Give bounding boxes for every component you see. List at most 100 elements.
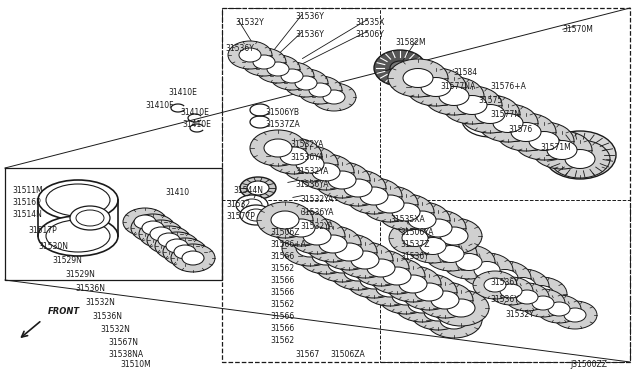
Ellipse shape <box>76 210 104 226</box>
Text: 31576+A: 31576+A <box>490 82 526 91</box>
Text: 31566: 31566 <box>270 276 294 285</box>
Text: 31577NA: 31577NA <box>440 82 476 91</box>
Text: 31582M: 31582M <box>395 38 426 47</box>
Ellipse shape <box>344 263 372 281</box>
Ellipse shape <box>376 195 404 213</box>
Ellipse shape <box>362 270 418 306</box>
Ellipse shape <box>282 146 338 182</box>
Ellipse shape <box>475 105 505 124</box>
Ellipse shape <box>392 287 420 305</box>
Text: 31577N: 31577N <box>490 110 520 119</box>
Ellipse shape <box>283 224 313 244</box>
Text: 31410: 31410 <box>165 188 189 197</box>
Text: 31536YA: 31536YA <box>300 208 333 217</box>
Text: 31537ZA: 31537ZA <box>265 120 300 129</box>
Ellipse shape <box>431 291 459 309</box>
Ellipse shape <box>142 221 164 235</box>
Ellipse shape <box>314 162 370 198</box>
Text: 31535XA: 31535XA <box>390 215 425 224</box>
Text: 31566: 31566 <box>270 288 294 297</box>
Text: 31562: 31562 <box>270 336 294 345</box>
Ellipse shape <box>351 251 379 269</box>
Ellipse shape <box>528 285 554 302</box>
Ellipse shape <box>305 226 361 262</box>
Ellipse shape <box>505 283 549 311</box>
Ellipse shape <box>461 253 513 287</box>
Ellipse shape <box>242 199 262 211</box>
Text: 31506Z: 31506Z <box>270 228 300 237</box>
Ellipse shape <box>442 86 502 124</box>
Ellipse shape <box>447 299 475 317</box>
Ellipse shape <box>478 104 538 142</box>
Ellipse shape <box>462 103 518 137</box>
Ellipse shape <box>421 77 451 96</box>
Ellipse shape <box>385 266 441 302</box>
Text: 31538NA: 31538NA <box>108 350 143 359</box>
Ellipse shape <box>532 296 554 310</box>
Ellipse shape <box>390 61 410 75</box>
Ellipse shape <box>298 238 354 274</box>
Ellipse shape <box>496 113 556 151</box>
Ellipse shape <box>239 48 261 62</box>
Text: 31571M: 31571M <box>540 143 571 152</box>
Text: 31536Y: 31536Y <box>400 252 429 261</box>
Ellipse shape <box>38 216 118 256</box>
Ellipse shape <box>344 179 372 197</box>
Ellipse shape <box>565 150 595 169</box>
Ellipse shape <box>378 194 434 230</box>
Ellipse shape <box>246 209 266 221</box>
Ellipse shape <box>46 220 110 252</box>
Ellipse shape <box>346 262 402 298</box>
Ellipse shape <box>287 219 315 237</box>
Ellipse shape <box>474 262 500 279</box>
Ellipse shape <box>46 184 110 216</box>
Ellipse shape <box>440 311 468 329</box>
Ellipse shape <box>392 203 420 221</box>
Ellipse shape <box>253 55 275 69</box>
Ellipse shape <box>492 269 518 286</box>
Ellipse shape <box>532 131 592 169</box>
Ellipse shape <box>289 218 345 254</box>
Text: 31532YA: 31532YA <box>300 195 333 204</box>
Ellipse shape <box>544 131 616 179</box>
Text: 31567: 31567 <box>295 350 319 359</box>
Ellipse shape <box>550 140 610 178</box>
Ellipse shape <box>367 259 395 277</box>
Ellipse shape <box>493 113 523 132</box>
Ellipse shape <box>330 254 386 290</box>
Ellipse shape <box>460 95 520 133</box>
Ellipse shape <box>378 278 434 314</box>
Ellipse shape <box>473 271 517 299</box>
Text: 31532YA: 31532YA <box>295 167 328 176</box>
Text: 31410E: 31410E <box>182 120 211 129</box>
Ellipse shape <box>374 50 426 86</box>
Ellipse shape <box>476 112 504 128</box>
Ellipse shape <box>240 205 272 225</box>
Ellipse shape <box>439 87 469 106</box>
Ellipse shape <box>410 210 466 246</box>
Ellipse shape <box>406 68 466 106</box>
Ellipse shape <box>394 286 450 322</box>
Ellipse shape <box>250 130 306 166</box>
Ellipse shape <box>360 271 388 289</box>
Text: 31536Y: 31536Y <box>295 30 324 39</box>
Text: 31506YA: 31506YA <box>400 228 433 237</box>
Ellipse shape <box>353 250 409 286</box>
Ellipse shape <box>388 59 448 97</box>
Ellipse shape <box>537 295 581 323</box>
Ellipse shape <box>139 220 183 248</box>
Text: 31536YA: 31536YA <box>290 153 323 162</box>
Ellipse shape <box>296 239 324 257</box>
Ellipse shape <box>309 83 331 97</box>
Ellipse shape <box>383 267 411 285</box>
Ellipse shape <box>321 234 377 270</box>
Ellipse shape <box>289 228 307 240</box>
Text: 31576: 31576 <box>508 125 532 134</box>
Ellipse shape <box>257 202 313 238</box>
Ellipse shape <box>123 208 167 236</box>
Ellipse shape <box>407 229 459 263</box>
Ellipse shape <box>424 219 452 237</box>
Text: 31410E: 31410E <box>168 88 197 97</box>
Ellipse shape <box>298 76 342 104</box>
Ellipse shape <box>553 301 597 329</box>
